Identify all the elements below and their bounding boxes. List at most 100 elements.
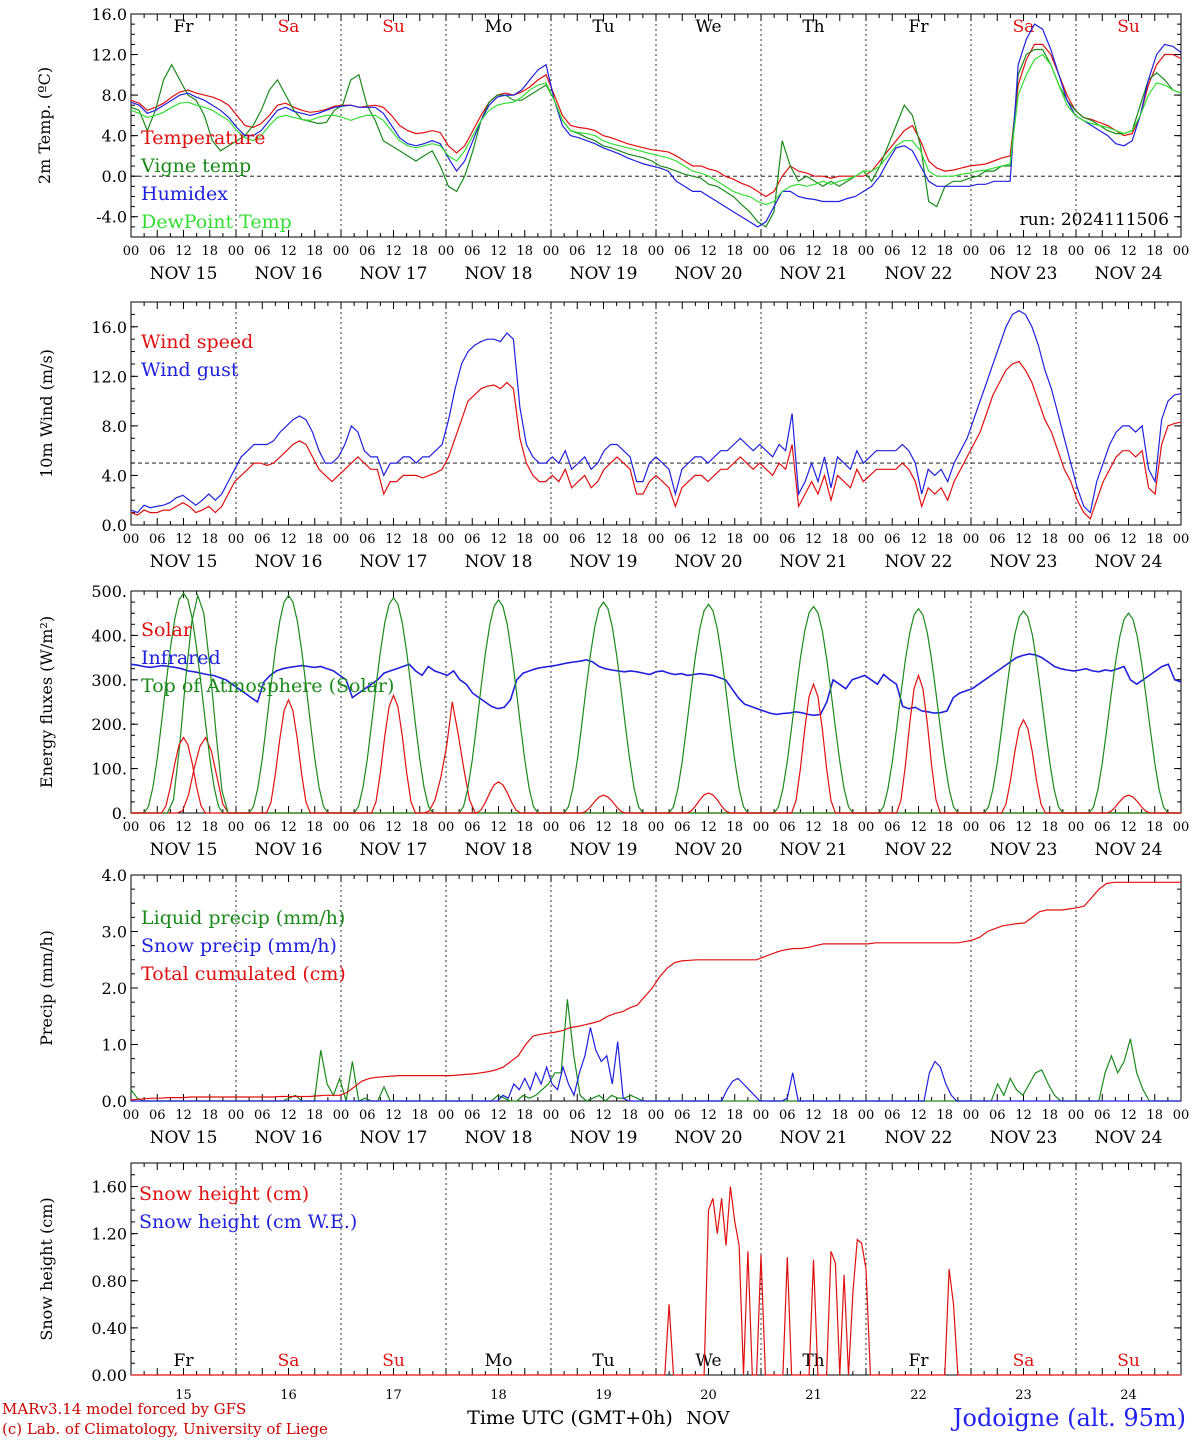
- weekday-label: Su: [382, 17, 405, 37]
- weekday-label: Sa: [1013, 17, 1035, 37]
- y-tick-label: 500.: [91, 582, 127, 601]
- y-tick-label: 400.: [91, 626, 127, 645]
- hour-label: 06: [359, 820, 376, 835]
- weekday-label: Su: [382, 1351, 405, 1371]
- y-tick-label: 4.0: [102, 127, 127, 146]
- hour-label: 18: [936, 1108, 953, 1123]
- date-label: NOV 20: [675, 552, 743, 572]
- date-label: NOV 18: [465, 552, 533, 572]
- date-label: NOV 18: [465, 1128, 533, 1148]
- hour-label: 06: [884, 820, 901, 835]
- hour-label: 00: [333, 244, 350, 259]
- hour-label: 18: [516, 820, 533, 835]
- hour-label: 00: [753, 1108, 770, 1123]
- hour-label: 12: [595, 1108, 612, 1123]
- series-line-snow-precip-mm-h-: [131, 1027, 1181, 1102]
- hour-label: 18: [621, 244, 638, 259]
- date-label: NOV 16: [255, 1128, 323, 1148]
- hour-label: 00: [123, 244, 140, 259]
- legend-entry: Top of Atmosphere (Solar): [141, 675, 394, 697]
- hour-label: 12: [805, 244, 822, 259]
- hour-label: 00: [963, 244, 980, 259]
- hour-label: 18: [936, 532, 953, 547]
- hour-label: 12: [1120, 820, 1137, 835]
- hour-label: 06: [464, 820, 481, 835]
- date-label: NOV 16: [255, 840, 323, 860]
- hour-label: 18: [1146, 820, 1163, 835]
- hour-label: 12: [595, 532, 612, 547]
- legend-entry: DewPoint Temp: [141, 211, 292, 233]
- y-tick-label: 12.0: [91, 367, 127, 386]
- hour-label: 06: [254, 1108, 271, 1123]
- weekday-label: Fr: [909, 17, 930, 37]
- y-tick-label: 8.0: [102, 86, 127, 105]
- hour-label: 00: [228, 820, 245, 835]
- legend-entry: Total cumulated (cm): [141, 963, 346, 985]
- y-tick-label: 1.60: [91, 1178, 127, 1197]
- hour-label: 06: [884, 244, 901, 259]
- hour-label: 00: [333, 1108, 350, 1123]
- hour-label: 18: [411, 1108, 428, 1123]
- hour-label: 18: [411, 820, 428, 835]
- date-label: NOV 17: [360, 552, 428, 572]
- hour-label: 06: [674, 532, 691, 547]
- y-tick-label: 0.0: [102, 1092, 127, 1111]
- date-label: NOV 16: [255, 264, 323, 284]
- y-tick-label: 16.0: [91, 5, 127, 24]
- date-label: NOV 18: [465, 840, 533, 860]
- hour-label: 06: [569, 532, 586, 547]
- hour-label: 18: [936, 244, 953, 259]
- hour-label: 12: [280, 244, 297, 259]
- y-tick-label: 4.0: [102, 466, 127, 485]
- hour-label: 18: [201, 1108, 218, 1123]
- hour-label: 00: [438, 532, 455, 547]
- y-tick-label: 0.0: [102, 167, 127, 186]
- hour-label: 06: [149, 244, 166, 259]
- hour-label: 18: [516, 532, 533, 547]
- y-axis-label: Precip (mm/h): [37, 930, 56, 1046]
- weekday-label: Su: [1117, 17, 1140, 37]
- hour-label: 18: [831, 244, 848, 259]
- hour-label: 00: [543, 244, 560, 259]
- hour-label: 06: [1094, 532, 1111, 547]
- date-number-label: 20: [700, 1388, 717, 1403]
- station-label: Jodoigne (alt. 95m): [952, 1404, 1186, 1432]
- date-label: NOV 21: [780, 1128, 848, 1148]
- hour-label: 12: [175, 244, 192, 259]
- hour-label: 18: [411, 532, 428, 547]
- legend-entry: Vigne temp: [140, 155, 251, 177]
- hour-label: 06: [779, 532, 796, 547]
- hour-label: 00: [753, 532, 770, 547]
- y-tick-label: 3.0: [102, 923, 127, 942]
- hour-label: 00: [123, 1108, 140, 1123]
- date-label: NOV 23: [990, 1128, 1058, 1148]
- hour-label: 12: [490, 244, 507, 259]
- hour-label: 18: [726, 820, 743, 835]
- date-label: NOV 22: [885, 552, 953, 572]
- weekday-label: Su: [1117, 1351, 1140, 1371]
- hour-label: 00: [1068, 244, 1085, 259]
- date-label: NOV 20: [675, 840, 743, 860]
- weekday-label: Tu: [592, 17, 614, 37]
- hour-label: 06: [779, 244, 796, 259]
- hour-label: 00: [648, 532, 665, 547]
- series-line-snow-height-cm-: [131, 1186, 1181, 1376]
- hour-label: 00: [543, 532, 560, 547]
- hour-label: 00: [438, 820, 455, 835]
- hour-label: 06: [1094, 244, 1111, 259]
- series-line-wind-gust: [130, 310, 1182, 514]
- hour-label: 18: [201, 820, 218, 835]
- legend-entry: Wind gust: [141, 359, 239, 381]
- hour-label: 18: [516, 1108, 533, 1123]
- hour-label: 06: [674, 1108, 691, 1123]
- hour-label: 06: [779, 820, 796, 835]
- hour-label: 00: [333, 532, 350, 547]
- hour-label: 12: [490, 532, 507, 547]
- hour-label: 18: [936, 820, 953, 835]
- date-label: NOV 21: [780, 264, 848, 284]
- hour-label: 12: [910, 1108, 927, 1123]
- hour-label: 00: [543, 820, 560, 835]
- hour-label: 06: [569, 244, 586, 259]
- hour-label: 18: [411, 244, 428, 259]
- weekday-label: Sa: [1013, 1351, 1035, 1371]
